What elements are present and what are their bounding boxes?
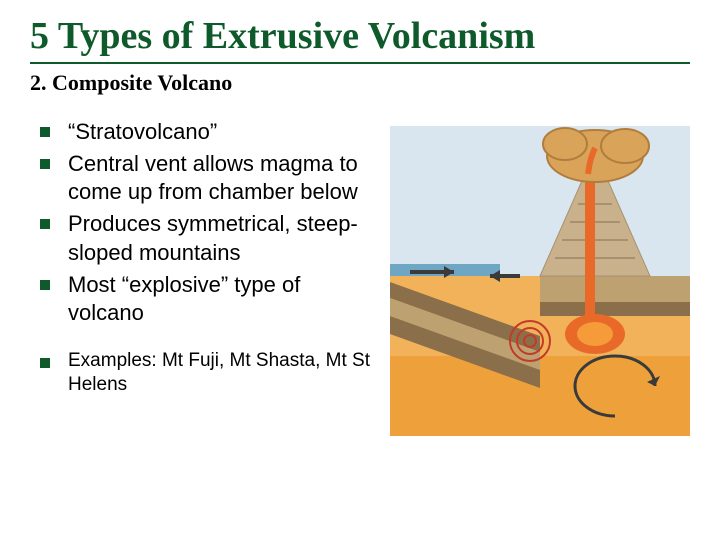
content-row: “Stratovolcano” Central vent allows magm… [30, 118, 690, 436]
square-bullet-icon [40, 127, 50, 137]
slide: 5 Types of Extrusive Volcanism 2. Compos… [0, 0, 720, 456]
list-item: Produces symmetrical, steep-sloped mount… [30, 210, 380, 266]
title-underline [30, 62, 690, 64]
volcano-diagram-svg [390, 126, 690, 436]
list-item: Central vent allows magma to come up fro… [30, 150, 380, 206]
bullet-text: Central vent allows magma to come up fro… [68, 150, 380, 206]
volcano-diagram [390, 118, 690, 436]
square-bullet-icon [40, 358, 50, 368]
bullet-text: “Stratovolcano” [68, 118, 217, 146]
subtitle: 2. Composite Volcano [30, 70, 690, 96]
list-item: Most “explosive” type of volcano [30, 271, 380, 327]
bullet-text: Examples: Mt Fuji, Mt Shasta, Mt St Hele… [68, 349, 380, 397]
square-bullet-icon [40, 159, 50, 169]
bullet-text: Produces symmetrical, steep-sloped mount… [68, 210, 380, 266]
bullet-text: Most “explosive” type of volcano [68, 271, 380, 327]
list-item: “Stratovolcano” [30, 118, 380, 146]
page-title: 5 Types of Extrusive Volcanism [30, 14, 690, 58]
square-bullet-icon [40, 280, 50, 290]
square-bullet-icon [40, 219, 50, 229]
bullet-list: “Stratovolcano” Central vent allows magm… [30, 118, 390, 436]
list-item: Examples: Mt Fuji, Mt Shasta, Mt St Hele… [30, 349, 380, 397]
